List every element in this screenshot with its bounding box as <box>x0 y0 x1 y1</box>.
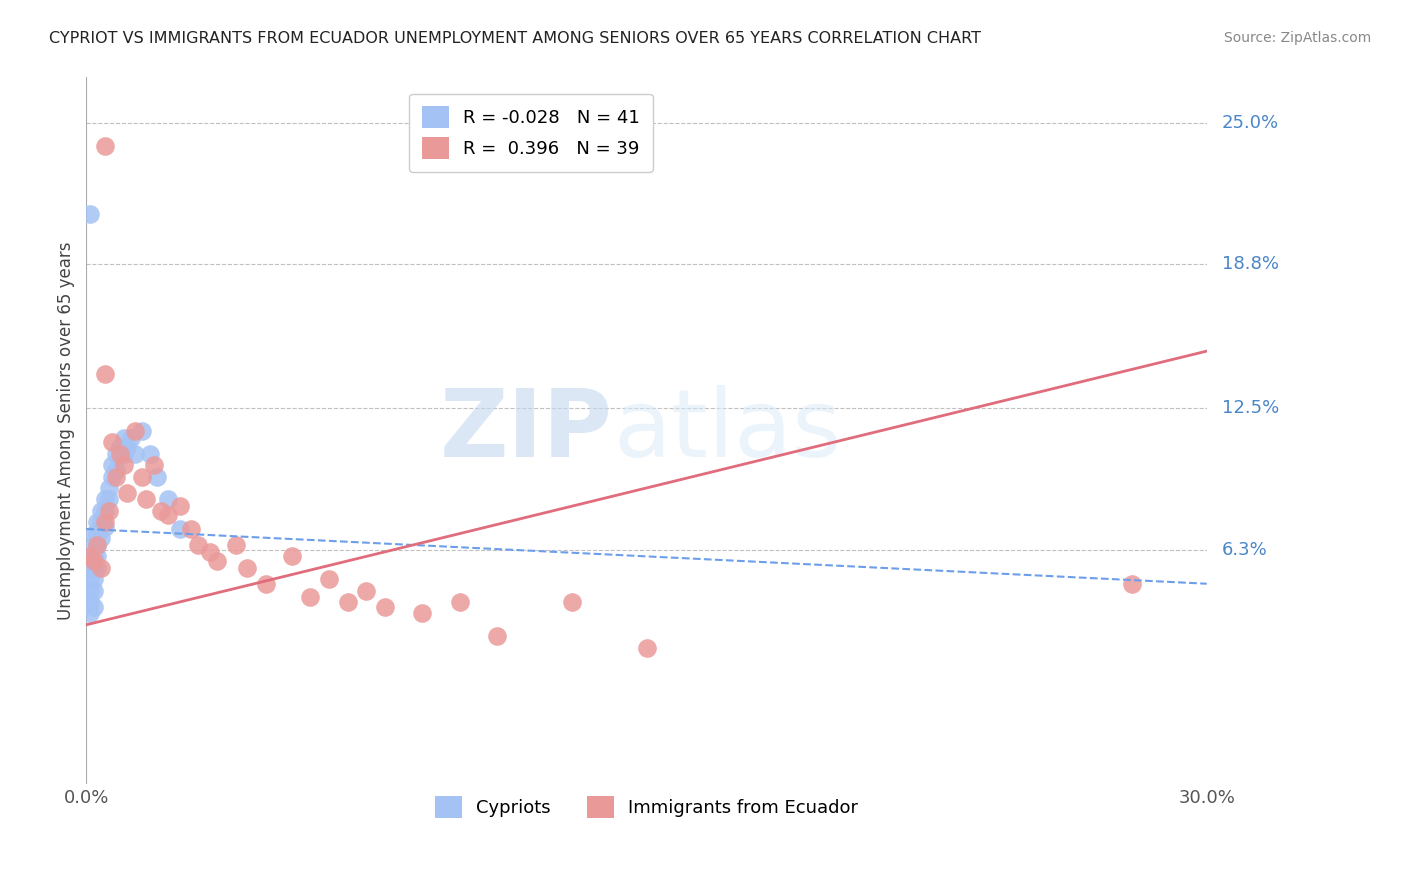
Legend: Cypriots, Immigrants from Ecuador: Cypriots, Immigrants from Ecuador <box>427 789 866 825</box>
Point <box>83 554 105 568</box>
Point <box>101 469 124 483</box>
Point <box>1121 576 1143 591</box>
Text: ZIP: ZIP <box>440 385 613 477</box>
Point <box>120 431 142 445</box>
Y-axis label: Unemployment Among Seniors over 65 years: Unemployment Among Seniors over 65 years <box>58 242 75 620</box>
Point <box>124 447 146 461</box>
Point <box>94 504 117 518</box>
Point <box>139 447 162 461</box>
Point <box>83 538 105 552</box>
Point <box>94 139 117 153</box>
Point <box>86 538 108 552</box>
Point <box>86 515 108 529</box>
Point <box>83 561 105 575</box>
Point <box>90 515 112 529</box>
Text: 18.8%: 18.8% <box>1222 255 1278 274</box>
Point <box>79 549 101 564</box>
Point <box>94 515 117 529</box>
Point <box>157 508 180 523</box>
Point <box>157 492 180 507</box>
Point <box>90 561 112 575</box>
Point <box>225 538 247 552</box>
Point <box>318 572 340 586</box>
Point <box>299 591 322 605</box>
Point <box>97 481 120 495</box>
Text: CYPRIOT VS IMMIGRANTS FROM ECUADOR UNEMPLOYMENT AMONG SENIORS OVER 65 YEARS CORR: CYPRIOT VS IMMIGRANTS FROM ECUADOR UNEMP… <box>49 31 981 46</box>
Text: atlas: atlas <box>613 385 841 477</box>
Point <box>108 440 131 454</box>
Point <box>79 561 101 575</box>
Text: 12.5%: 12.5% <box>1222 399 1279 417</box>
Point <box>83 549 105 564</box>
Point <box>124 424 146 438</box>
Point <box>90 504 112 518</box>
Point <box>79 572 101 586</box>
Point <box>198 545 221 559</box>
Point <box>94 492 117 507</box>
Point <box>90 531 112 545</box>
Point <box>83 526 105 541</box>
Point <box>169 499 191 513</box>
Point <box>83 599 105 614</box>
Point <box>79 607 101 621</box>
Point <box>187 538 209 552</box>
Text: Source: ZipAtlas.com: Source: ZipAtlas.com <box>1223 31 1371 45</box>
Point <box>411 607 433 621</box>
Point <box>254 576 277 591</box>
Point <box>105 447 128 461</box>
Point <box>83 583 105 598</box>
Point <box>135 492 157 507</box>
Point <box>374 599 396 614</box>
Point <box>108 447 131 461</box>
Point <box>636 640 658 655</box>
Point <box>205 554 228 568</box>
Point <box>101 458 124 472</box>
Point <box>105 469 128 483</box>
Point <box>146 469 169 483</box>
Text: 25.0%: 25.0% <box>1222 114 1279 132</box>
Point <box>131 469 153 483</box>
Point <box>142 458 165 472</box>
Point <box>79 583 101 598</box>
Point <box>86 538 108 552</box>
Point <box>94 519 117 533</box>
Point <box>97 504 120 518</box>
Point <box>112 447 135 461</box>
Point <box>336 595 359 609</box>
Point <box>94 367 117 381</box>
Point <box>79 207 101 221</box>
Point <box>86 526 108 541</box>
Point <box>86 561 108 575</box>
Point <box>101 435 124 450</box>
Point <box>486 629 509 643</box>
Point <box>86 549 108 564</box>
Point <box>79 595 101 609</box>
Point <box>449 595 471 609</box>
Point <box>280 549 302 564</box>
Point <box>169 522 191 536</box>
Point <box>112 431 135 445</box>
Point <box>117 485 139 500</box>
Point <box>112 458 135 472</box>
Point <box>356 583 378 598</box>
Point <box>117 440 139 454</box>
Point <box>236 561 259 575</box>
Point <box>83 572 105 586</box>
Point <box>131 424 153 438</box>
Point <box>180 522 202 536</box>
Text: 6.3%: 6.3% <box>1222 541 1267 558</box>
Point <box>105 463 128 477</box>
Point <box>150 504 173 518</box>
Point <box>561 595 583 609</box>
Point <box>97 492 120 507</box>
